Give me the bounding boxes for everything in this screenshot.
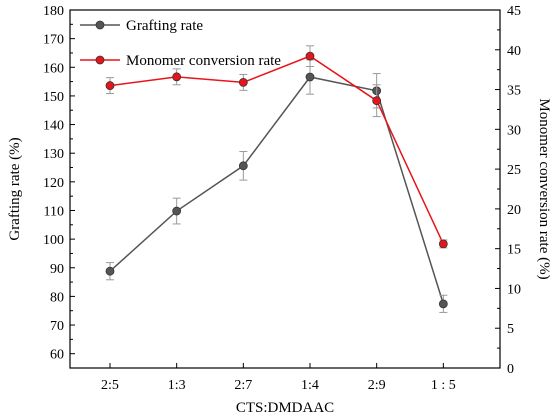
right-axis-tick-label: 40: [507, 44, 521, 59]
data-point: [238, 161, 248, 171]
legend-label: Grafting rate: [126, 18, 203, 34]
data-point: [105, 81, 115, 90]
left-axis-tick-label: 120: [43, 176, 64, 191]
series-grafting-rate: [105, 59, 448, 313]
data-point: [438, 299, 448, 309]
legend-layer: Grafting rate Monomer conversion rate: [80, 18, 281, 69]
left-axis-tick-label: 180: [43, 4, 64, 19]
left-axis-tick-label: 90: [50, 262, 64, 277]
series-monomer-conversion-rate: [105, 45, 448, 249]
left-axis-tick-label: 100: [43, 233, 64, 248]
data-point: [305, 51, 315, 61]
data-point: [238, 77, 248, 87]
data-point: [372, 96, 382, 106]
right-axis-tick-label: 5: [507, 322, 514, 337]
left-axis-tick-label: 110: [44, 204, 64, 219]
data-point: [305, 72, 315, 82]
right-axis-tick-label: 35: [507, 84, 521, 99]
right-axis-tick-label: 20: [507, 203, 521, 218]
right-axis-tick-label: 25: [507, 163, 521, 178]
left-axis-tick-label: 80: [50, 290, 64, 305]
left-axis-title: Grafting rate (%): [7, 137, 23, 240]
legend-entry: Monomer conversion rate: [80, 53, 281, 69]
x-axis-tick-label: 2:9: [368, 378, 386, 393]
data-point: [172, 206, 182, 216]
right-axis-tick-label: 10: [507, 282, 521, 297]
series-line: [109, 76, 445, 305]
right-axis-tick-label: 45: [507, 4, 521, 19]
right-axis-tick-label: 30: [507, 123, 521, 138]
legend-label: Monomer conversion rate: [126, 53, 281, 69]
series-layer: [105, 45, 448, 313]
right-axis-tick-label: 15: [507, 243, 521, 258]
right-axis-title: Monomer conversion rate (%): [536, 98, 550, 279]
x-axis-tick-label: 2:5: [101, 378, 119, 393]
axes-layer: 60 70 80 90 100 110 120 130 140 150 160 170 180 0 5 10 1…: [7, 4, 550, 416]
legend-marker: [95, 20, 105, 30]
left-axis-tick-label: 60: [50, 348, 64, 363]
x-axis-title: CTS:DMDAAC: [236, 400, 334, 416]
data-point: [172, 72, 182, 82]
x-axis-tick-label: 1:4: [301, 378, 319, 393]
left-axis-tick-label: 130: [43, 147, 64, 162]
left-axis-tick-label: 70: [50, 319, 64, 334]
data-point: [105, 266, 115, 276]
left-axis-tick-label: 150: [43, 90, 64, 105]
legend-entry: Grafting rate: [80, 18, 203, 34]
series-line: [109, 55, 445, 245]
left-axis-tick-label: 140: [43, 119, 64, 134]
left-axis-tick-label: 160: [43, 61, 64, 76]
data-point: [438, 239, 448, 249]
legend-marker: [95, 55, 105, 65]
x-axis-tick-label: 1:3: [168, 378, 186, 393]
right-axis-tick-label: 0: [507, 362, 514, 377]
x-axis-tick-label: 1 : 5: [431, 378, 456, 393]
x-axis-tick-label: 2:7: [234, 378, 252, 393]
left-axis-tick-label: 170: [43, 33, 64, 48]
